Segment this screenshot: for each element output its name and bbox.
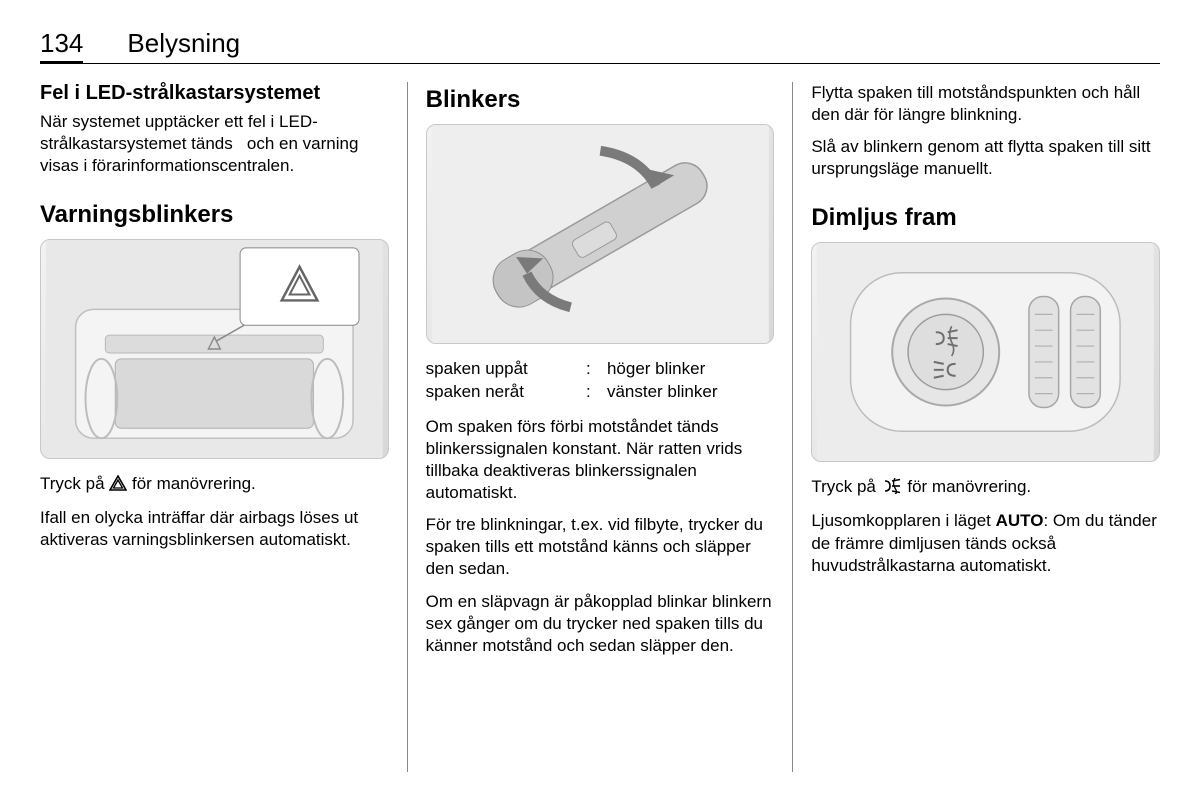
front-fog-operate-paragraph: Tryck på för manövrering.	[811, 476, 1160, 500]
blinkers-p1: Om spaken förs förbi motståndet tänds bl…	[426, 416, 775, 504]
blinkers-p3: Om en släpvagn är påkopplad blinkar blin…	[426, 591, 775, 657]
col3-p2: Slå av blinkern genom att flytta spaken …	[811, 136, 1160, 180]
hazard-operate-paragraph: Tryck på för manövrering.	[40, 473, 389, 497]
def-up-def: höger blinker	[607, 358, 774, 381]
blinkers-definitions: spaken uppåt : höger blinker spaken nerå…	[426, 358, 775, 404]
hazard-heading: Varningsblinkers	[40, 201, 389, 229]
front-fog-auto-pre: Ljusomkopplaren i läget	[811, 511, 995, 530]
hazard-airbag-paragraph: Ifall en olycka inträffar där airbags lö…	[40, 507, 389, 551]
col3-p1: Flytta spaken till motståndspunkten och …	[811, 82, 1160, 126]
front-fog-auto-paragraph: Ljusomkopplaren i läget AUTO: Om du tänd…	[811, 510, 1160, 576]
front-fog-illustration	[811, 242, 1160, 462]
front-fog-operate-pre: Tryck på	[811, 477, 880, 496]
led-fault-heading: Fel i LED-strålkastarsystemet	[40, 82, 389, 105]
hazard-illustration	[40, 239, 389, 459]
column-3: Flytta spaken till motståndspunkten och …	[793, 82, 1160, 772]
def-colon: :	[586, 358, 607, 381]
front-fog-heading: Dimljus fram	[811, 204, 1160, 232]
blinkers-illustration	[426, 124, 775, 344]
auto-label: AUTO	[996, 511, 1044, 530]
hazard-operate-post: för manövrering.	[127, 474, 256, 493]
front-fog-icon	[881, 478, 903, 500]
front-fog-operate-post: för manövrering.	[903, 477, 1032, 496]
blinkers-heading: Blinkers	[426, 86, 775, 114]
column-2: Blinkers spaken uppåt : höger blinker	[408, 82, 793, 772]
blinkers-p2: För tre blinkningar, t.ex. vid filbyte, …	[426, 514, 775, 580]
chapter-title: Belysning	[127, 28, 240, 59]
hazard-operate-pre: Tryck på	[40, 474, 109, 493]
def-down-def: vänster blinker	[607, 381, 774, 404]
def-row-down: spaken neråt : vänster blinker	[426, 381, 775, 404]
page-number: 134	[40, 28, 83, 63]
hazard-triangle-icon	[109, 475, 127, 497]
page-header: 134 Belysning	[40, 28, 1160, 64]
def-down-term: spaken neråt	[426, 381, 586, 404]
def-up-term: spaken uppåt	[426, 358, 586, 381]
content-columns: Fel i LED-strålkastarsystemet När system…	[40, 82, 1160, 772]
def-row-up: spaken uppåt : höger blinker	[426, 358, 775, 381]
def-colon: :	[586, 381, 607, 404]
column-1: Fel i LED-strålkastarsystemet När system…	[40, 82, 407, 772]
led-fault-paragraph: När systemet upptäcker ett fel i LED-str…	[40, 111, 389, 177]
